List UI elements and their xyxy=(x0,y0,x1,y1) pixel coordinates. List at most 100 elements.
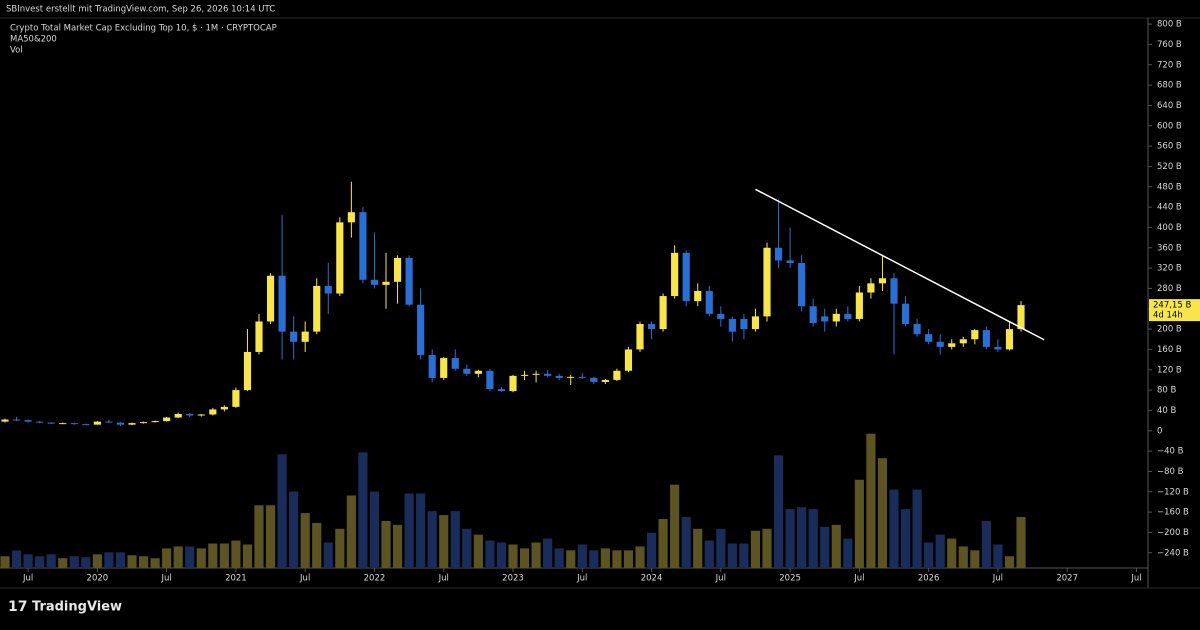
candle-body xyxy=(82,424,90,426)
candle-body xyxy=(901,303,910,325)
y-tick-label: −200 B xyxy=(1157,528,1189,538)
y-tick-label: 200 B xyxy=(1157,325,1182,335)
candle-body xyxy=(301,331,309,342)
candle-body xyxy=(844,313,852,319)
y-tick-label: 400 B xyxy=(1157,223,1182,233)
volume-bar xyxy=(704,540,714,568)
y-tick-label: 640 B xyxy=(1157,101,1182,111)
volume-bar xyxy=(496,542,507,568)
volume-bar xyxy=(58,558,68,568)
volume-bar xyxy=(92,554,102,568)
volume-bar xyxy=(208,543,218,568)
candle-body xyxy=(544,373,552,376)
candle-body xyxy=(567,376,575,378)
volume-bar xyxy=(958,546,968,568)
volume-bar xyxy=(35,556,45,568)
y-tick-label: 360 B xyxy=(1157,243,1182,253)
candle-body xyxy=(336,222,344,294)
candle-body xyxy=(497,389,506,392)
volume-bar xyxy=(981,520,991,568)
volume-bar xyxy=(785,509,795,568)
x-tick-label: 2027 xyxy=(1056,574,1078,584)
candle-body xyxy=(798,263,806,307)
candle-body xyxy=(682,252,690,302)
x-tick-label: Jul xyxy=(1130,574,1141,584)
candle-body xyxy=(186,413,194,416)
candle-body xyxy=(1005,329,1014,350)
candle-body xyxy=(128,423,136,425)
volume-bar xyxy=(335,528,345,568)
candle-body xyxy=(590,377,598,382)
indicator-label: Vol xyxy=(10,46,23,56)
candle-body xyxy=(601,379,609,382)
volume-bar xyxy=(11,550,22,568)
volume-bar xyxy=(566,550,576,568)
candle-body xyxy=(278,275,286,332)
volume-bar xyxy=(416,493,426,568)
volume-bar xyxy=(150,558,160,568)
volume-bar xyxy=(254,505,264,568)
candle-body xyxy=(1017,305,1025,330)
trendline xyxy=(755,188,1045,341)
volume-bar xyxy=(312,522,322,568)
y-tick-label: 40 B xyxy=(1157,406,1177,416)
last-price-marker xyxy=(1149,299,1200,322)
y-tick-label: 0 xyxy=(1157,426,1162,436)
volume-bar xyxy=(646,532,657,568)
candle-body xyxy=(948,343,956,347)
volume-bar xyxy=(242,544,253,568)
volume-bar xyxy=(115,552,126,568)
candle-body xyxy=(116,422,125,425)
last-price-label: 247,15 B xyxy=(1153,301,1191,311)
y-tick-label: −240 B xyxy=(1157,548,1189,558)
volume-bar xyxy=(900,509,911,568)
candle-body xyxy=(382,281,390,285)
volume-bar xyxy=(623,550,634,568)
x-tick-label: Jul xyxy=(992,574,1003,584)
candle-body xyxy=(47,422,55,424)
volume-bar xyxy=(589,550,599,568)
candle-body xyxy=(867,283,875,293)
y-tick-label: 520 B xyxy=(1157,162,1182,172)
volume-bar xyxy=(543,538,553,568)
volume-bar xyxy=(277,454,287,568)
volume-bar xyxy=(681,517,691,568)
volume-bar xyxy=(1016,517,1026,568)
candle-body xyxy=(486,370,494,390)
x-tick-label: Jul xyxy=(576,574,587,584)
x-tick-label: 2025 xyxy=(779,574,801,584)
y-tick-label: 440 B xyxy=(1157,203,1182,213)
x-tick-label: 2023 xyxy=(502,574,524,584)
volume-bar xyxy=(1004,556,1015,568)
x-tick-label: Jul xyxy=(853,574,864,584)
candle-body xyxy=(555,375,563,378)
candle-body xyxy=(290,331,298,342)
candle-body xyxy=(809,306,817,323)
x-tick-label: 2020 xyxy=(87,574,109,584)
candle-body xyxy=(163,417,171,422)
volume-bar xyxy=(843,538,853,568)
candle-body xyxy=(232,390,240,407)
candle-body xyxy=(821,316,829,322)
x-tick-label: 2026 xyxy=(918,574,940,584)
candle-body xyxy=(728,318,736,332)
volume-bar xyxy=(439,515,449,568)
y-tick-label: 280 B xyxy=(1157,284,1182,294)
candle-body xyxy=(925,334,933,342)
volume-bar xyxy=(323,542,333,568)
volume-bar xyxy=(635,546,645,568)
candle-body xyxy=(197,414,205,416)
candle-body xyxy=(855,292,863,319)
volume-bar xyxy=(381,520,391,568)
candle-body xyxy=(451,358,459,369)
candle-body xyxy=(474,370,482,374)
volume-bar xyxy=(462,528,472,568)
volume-bar xyxy=(196,548,206,568)
volume-bar xyxy=(127,555,137,568)
candle-body xyxy=(324,285,332,294)
volume-bar xyxy=(219,543,229,568)
volume-bar xyxy=(820,526,830,568)
candle-body xyxy=(209,409,217,415)
y-tick-label: −120 B xyxy=(1157,487,1189,497)
